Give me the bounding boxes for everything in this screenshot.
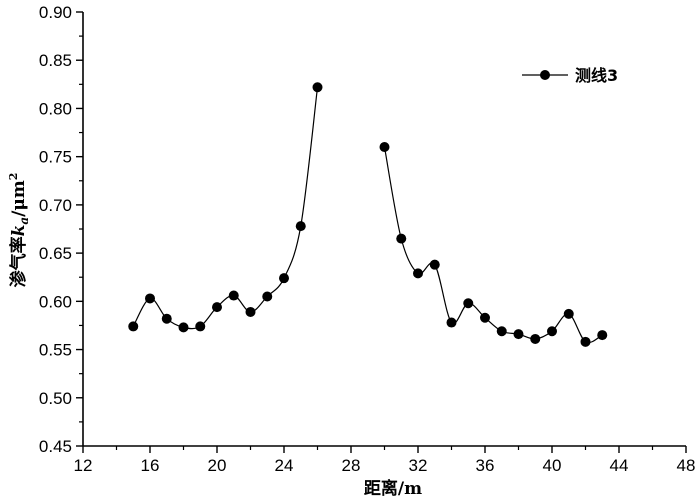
data-point [295, 221, 306, 232]
y-axis-title-main: 渗气率 [8, 236, 29, 287]
y-axis-title: 渗气率ka/μm2 [7, 173, 31, 288]
data-point [245, 306, 256, 317]
data-point [228, 290, 239, 301]
data-point [161, 313, 172, 324]
x-tick-label: 48 [677, 456, 696, 475]
data-point [396, 233, 407, 244]
axis-ticks: 12 16 20 24 28 32 36 40 44 48 0.45 0.50 0.55 0.60 0.65… [39, 3, 696, 475]
data-point [446, 317, 457, 328]
y-tick-label: 0.85 [39, 51, 72, 70]
legend: 测线3 [522, 66, 618, 85]
data-point [195, 321, 206, 332]
y-axis-title-superscript: 2 [7, 173, 20, 181]
y-tick-label: 0.60 [39, 292, 72, 311]
x-axis-title: 距离/m [364, 478, 422, 499]
data-point [563, 308, 574, 319]
data-point [145, 293, 155, 304]
series-line-segment-1 [132, 87, 319, 330]
x-tick-label: 44 [610, 456, 629, 475]
data-point [379, 142, 390, 153]
data-point [312, 82, 323, 93]
series-layer [128, 82, 608, 347]
y-tick-label: 0.80 [39, 99, 72, 118]
x-tick-label: 40 [543, 456, 562, 475]
y-axis-title-symbol: k [9, 225, 29, 237]
x-tick-label: 12 [74, 456, 93, 475]
data-point [580, 336, 591, 347]
data-point [513, 329, 524, 340]
x-tick-label: 20 [208, 456, 227, 475]
data-point [547, 326, 557, 337]
y-tick-label: 0.50 [39, 389, 72, 408]
data-point [597, 330, 608, 341]
data-point [212, 302, 222, 313]
y-tick-label: 0.45 [39, 437, 72, 456]
y-axis-title-subscript: a [17, 217, 31, 225]
data-point [178, 322, 189, 333]
y-tick-label: 0.65 [39, 244, 72, 263]
legend-label: 测线3 [575, 66, 618, 85]
data-point [262, 291, 273, 302]
data-point [413, 268, 423, 279]
x-tick-label: 16 [141, 456, 160, 475]
data-point [279, 273, 289, 284]
y-tick-label: 0.70 [39, 196, 72, 215]
data-point [463, 298, 474, 309]
x-tick-label: 28 [342, 456, 361, 475]
y-axis-title-unit: /μm [9, 180, 29, 217]
legend-marker [540, 70, 550, 80]
data-point [496, 326, 507, 337]
x-tick-label: 24 [275, 456, 294, 475]
y-tick-label: 0.55 [39, 341, 72, 360]
data-point [429, 259, 440, 270]
x-tick-label: 32 [409, 456, 428, 475]
y-tick-label: 0.90 [39, 3, 72, 22]
data-point [530, 333, 541, 344]
data-point [128, 321, 139, 332]
x-tick-label: 36 [476, 456, 495, 475]
y-tick-label: 0.75 [39, 148, 72, 167]
data-point [480, 312, 490, 323]
